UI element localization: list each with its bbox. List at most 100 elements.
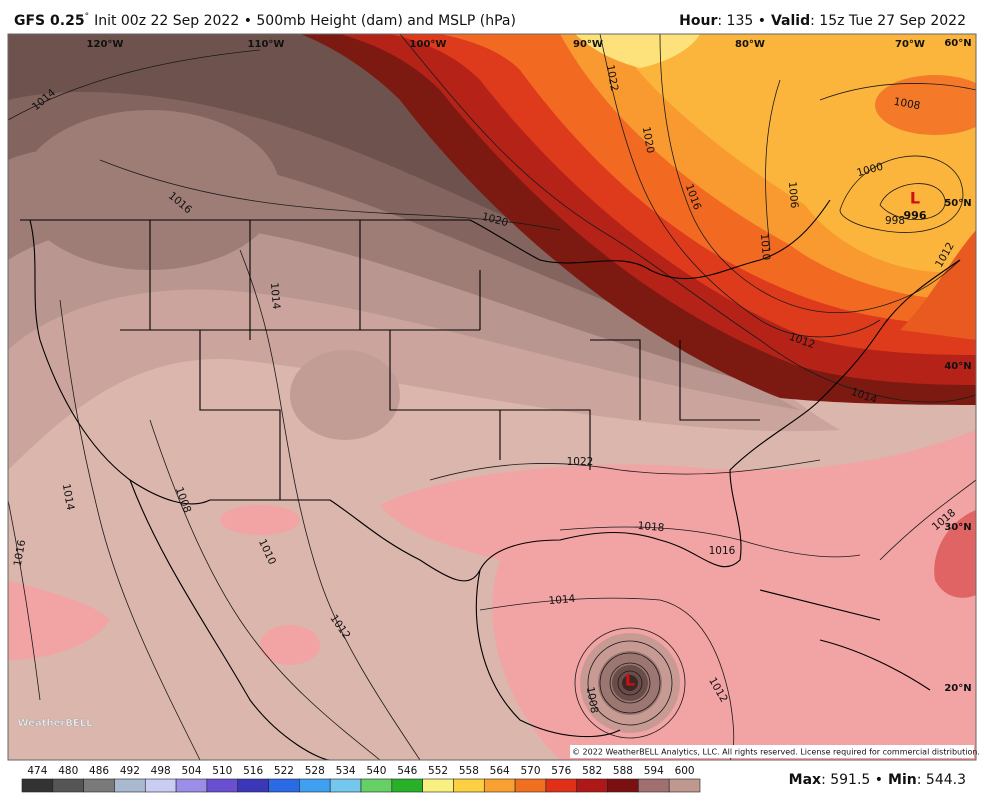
colorbar-label: 492: [120, 765, 140, 777]
latitude-label: 40°N: [944, 361, 971, 372]
colorbar-label: 516: [243, 765, 263, 777]
height-band: [575, 34, 700, 68]
latitude-label: 50°N: [944, 198, 971, 209]
degree: °: [85, 12, 90, 22]
height-band: [290, 350, 400, 440]
colorbar-swatch: [52, 778, 84, 793]
low-symbol: L: [910, 189, 920, 208]
hour-label: Hour: [679, 13, 717, 29]
colorbar-label: 558: [459, 765, 479, 777]
colorbar-swatch: [144, 778, 177, 793]
height-band: [8, 34, 580, 250]
colorbar-swatch: [545, 778, 578, 793]
latitude-label: 30°N: [944, 522, 971, 533]
colorbar-label: 480: [58, 765, 78, 777]
colorbar-label: 564: [490, 765, 510, 777]
isobar-label: 1010: [758, 233, 772, 261]
isobar-label: 998: [885, 215, 905, 227]
colorbar-swatch: [21, 778, 54, 793]
copyright: © 2022 WeatherBELL Analytics, LLC. All r…: [572, 748, 980, 757]
colorbar-label: 582: [582, 765, 602, 777]
longitude-label: 90°W: [573, 39, 603, 50]
isobar-label: 1022: [604, 64, 620, 92]
colorbar-label: 600: [675, 765, 695, 777]
colorbar-swatch: [329, 778, 362, 793]
colorbar-label: 540: [366, 765, 386, 777]
max-label: Max: [789, 772, 821, 788]
colorbar-label: 594: [644, 765, 664, 777]
map-frame: [7, 33, 977, 761]
borders: [20, 199, 961, 760]
colorbar-swatch: [175, 778, 208, 793]
colorbar-swatch: [607, 778, 639, 793]
min-label: Min: [888, 772, 917, 788]
height-band: [20, 110, 280, 270]
isobar-label: 1014: [268, 282, 282, 310]
height-band: [545, 34, 976, 273]
model: GFS 0.25: [14, 13, 85, 29]
colorbar-label: 510: [212, 765, 232, 777]
isobar-label: 1008: [584, 686, 600, 714]
height-band: [8, 34, 680, 330]
colorbar-swatch: [360, 778, 393, 793]
hurricane-field: [622, 675, 638, 691]
isobar-label: 1014: [60, 483, 77, 512]
colorbar-swatch: [114, 778, 146, 793]
colorbar-label: 588: [613, 765, 633, 777]
colorbar-label: 528: [305, 765, 325, 777]
isobar-label: 1014: [548, 593, 576, 607]
colorbar-swatch: [206, 778, 239, 793]
colorbar-swatch: [514, 778, 547, 793]
colorbar-label: 546: [397, 765, 417, 777]
isobar-label: 1022: [567, 456, 594, 468]
logo: WeatherBELL: [17, 718, 93, 729]
colorbar-swatch: [268, 778, 300, 793]
longitude-label: 110°W: [248, 39, 285, 50]
max: : 591.5 •: [821, 772, 883, 788]
colorbar-swatch: [391, 778, 423, 793]
map: [8, 34, 976, 760]
colorbar-swatch: [453, 778, 485, 793]
colorbar-swatch: [237, 778, 269, 793]
isobar-label: 1006: [786, 181, 800, 209]
init: Init 00z 22 Sep 2022 • 500mb Height (dam…: [94, 13, 516, 29]
min: : 544.3: [917, 772, 966, 788]
latitude-label: 60°N: [944, 38, 971, 49]
height-band: [875, 75, 976, 135]
hurricane-symbol: L: [625, 671, 635, 690]
copyright-box: [570, 745, 974, 758]
colorbar-swatch: [299, 778, 331, 793]
isobars: [8, 34, 976, 760]
colorbar-label: 552: [428, 765, 448, 777]
header-left: GFS 0.25° Init 00z 22 Sep 2022 • 500mb He…: [14, 12, 516, 30]
colorbar-swatch: [422, 778, 454, 793]
colorbar-label: 498: [151, 765, 171, 777]
colorbar-swatch: [483, 778, 516, 793]
longitude-label: 80°W: [735, 39, 765, 50]
header-right: Hour: 135 • Valid: 15z Tue 27 Sep 2022: [679, 13, 966, 29]
latitude-label: 20°N: [944, 683, 971, 694]
low-pressure: 996: [904, 209, 927, 222]
colorbar-label: 570: [520, 765, 540, 777]
colorbar-label: 486: [89, 765, 109, 777]
valid-label: Valid: [771, 13, 810, 29]
isobar-label: 1020: [640, 126, 656, 154]
height-band: [8, 580, 110, 660]
colorbar-label: 576: [551, 765, 571, 777]
valid: : 15z Tue 27 Sep 2022: [810, 13, 966, 29]
colorbar-label: 534: [336, 765, 356, 777]
height-band: [934, 510, 976, 598]
longitude-label: 100°W: [410, 39, 447, 50]
colorbar-label: 504: [181, 765, 201, 777]
longitude-label: 120°W: [87, 39, 124, 50]
colorbar-label: 474: [27, 765, 47, 777]
colorbar-swatch: [576, 778, 608, 793]
height-band: [900, 230, 976, 340]
height-band: [220, 505, 300, 535]
isobar-label: 1018: [637, 520, 665, 534]
isobar-label: 1016: [12, 538, 29, 567]
height-band: [260, 625, 320, 665]
colorbar-swatch: [638, 778, 670, 793]
colorbar-swatch: [668, 778, 701, 793]
